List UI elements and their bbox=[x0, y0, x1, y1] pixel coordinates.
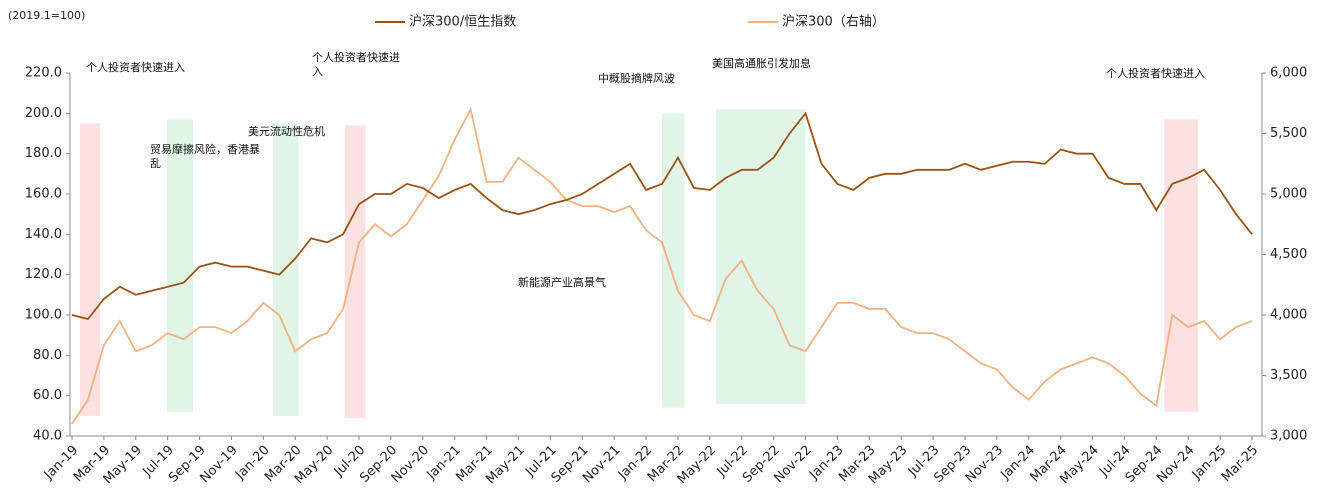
annotation: 美元流动性危机 bbox=[248, 125, 325, 138]
shaded-region bbox=[167, 119, 194, 412]
annotation: 个人投资者快速进入 bbox=[1106, 67, 1205, 80]
shaded-region bbox=[1164, 119, 1198, 412]
annotation: 中概股摘牌风波 bbox=[598, 72, 675, 85]
shaded-region bbox=[716, 109, 806, 404]
y2-tick-label: 5,500 bbox=[1270, 126, 1307, 141]
annotation: 美国高通胀引发加息 bbox=[712, 57, 811, 70]
y-tick-label: 40.0 bbox=[33, 429, 62, 444]
y-tick-label: 200.0 bbox=[25, 106, 62, 121]
y-tick-label: 60.0 bbox=[33, 388, 62, 403]
legend-label: 沪深300（右轴） bbox=[782, 14, 885, 30]
shaded-region bbox=[272, 123, 299, 416]
y-tick-label: 220.0 bbox=[25, 66, 62, 81]
shaded-region bbox=[662, 113, 685, 408]
unit-note: (2019.1=100) bbox=[8, 9, 85, 22]
annotation: 个人投资者快速进入 bbox=[86, 61, 185, 74]
y2-tick-label: 3,000 bbox=[1270, 429, 1307, 444]
shaded-region bbox=[79, 123, 100, 416]
annotation: 个人投资者快速进入 bbox=[312, 51, 400, 78]
y2-tick-label: 3,500 bbox=[1270, 368, 1307, 383]
y2-tick-label: 4,500 bbox=[1270, 247, 1307, 262]
shaded-region bbox=[344, 125, 366, 418]
y-tick-label: 140.0 bbox=[25, 227, 62, 242]
legend-label: 沪深300/恒生指数 bbox=[409, 14, 516, 30]
y-tick-label: 80.0 bbox=[33, 348, 62, 363]
y2-tick-label: 4,000 bbox=[1270, 308, 1307, 323]
y-tick-label: 180.0 bbox=[25, 146, 62, 161]
series-line bbox=[71, 111, 1253, 321]
y2-tick-label: 5,000 bbox=[1270, 187, 1307, 202]
series-line bbox=[71, 106, 1253, 425]
x-tick-label: Mar-25 bbox=[1219, 443, 1261, 485]
y2-tick-label: 6,000 bbox=[1270, 66, 1307, 81]
annotation: 新能源产业高景气 bbox=[518, 276, 606, 289]
y-tick-label: 100.0 bbox=[25, 308, 62, 323]
y-tick-label: 160.0 bbox=[25, 187, 62, 202]
y-tick-label: 120.0 bbox=[25, 267, 62, 282]
annotation: 贸易摩擦风险，香港暴乱 bbox=[150, 143, 260, 170]
